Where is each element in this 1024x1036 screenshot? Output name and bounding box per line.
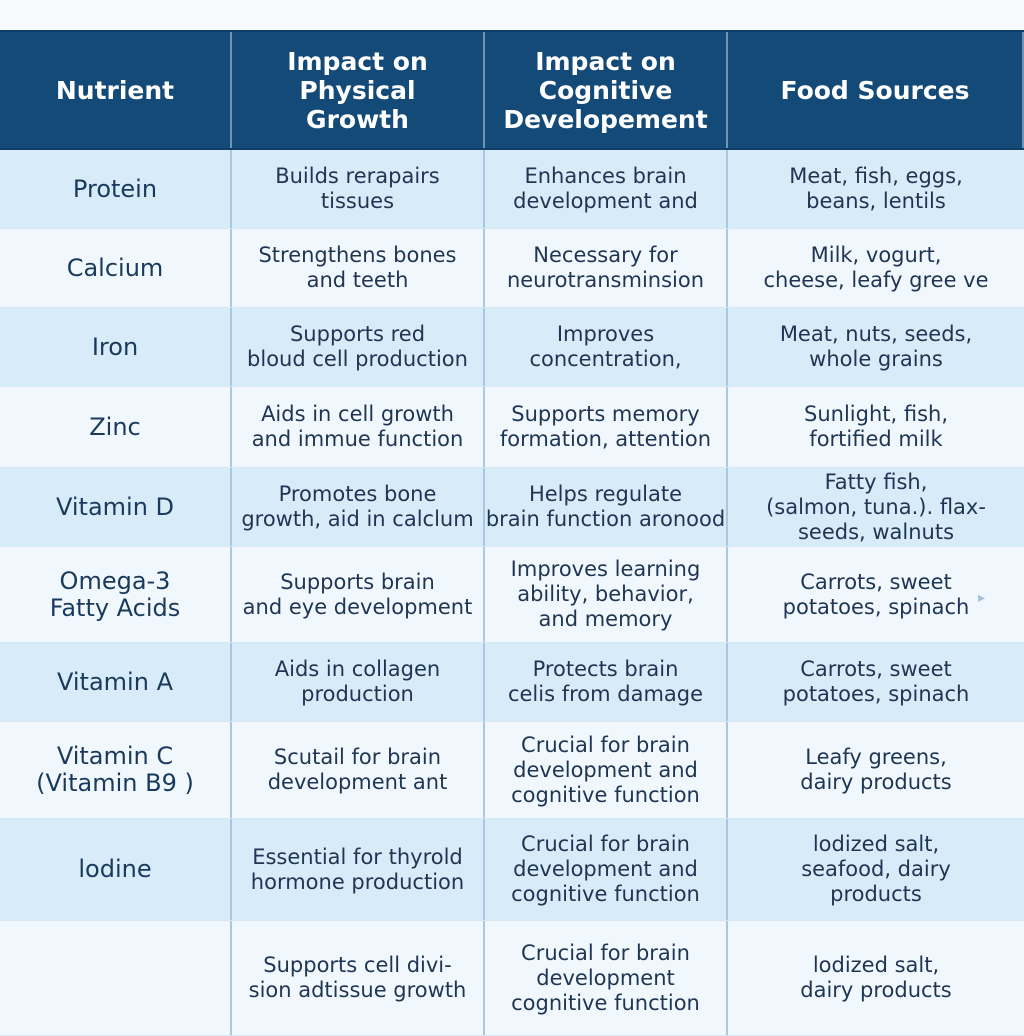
cognitive-cell: Helps regulate brain function aronood	[485, 468, 728, 546]
header-cognitive-development: Impact on Cognitive Developement	[485, 32, 728, 148]
cognitive-cell: Crucial for brain development cognitive …	[485, 921, 728, 1035]
header-physical-growth: Impact on Physical Growth	[232, 32, 485, 148]
cognitive-cell: Crucial for brain development and cognit…	[485, 819, 728, 920]
nutrient-cell: lodine	[0, 819, 232, 920]
physical-cell: Scutail for brain development ant	[232, 722, 485, 818]
nutrient-cell: Protein	[0, 150, 232, 228]
table-header: Nutrient Impact on Physical Growth Impac…	[0, 30, 1024, 150]
header-nutrient: Nutrient	[0, 32, 232, 148]
food-cell: lodized salt, dairy products	[800, 953, 952, 1002]
food-cell: Carrots, sweet potatoes, spinach	[782, 569, 970, 619]
physical-cell: Aids in collagen production	[232, 643, 485, 721]
table-row: Vitamin C (Vitamin B9 ) Scutail for brai…	[0, 722, 1024, 819]
physical-cell: Promotes bone growth, aid in calclum	[232, 468, 485, 546]
food-cell: Leafy greens, dairy products	[800, 745, 952, 794]
header-food-sources: Food Sources	[728, 32, 1024, 148]
food-cell: lodized salt, seafood, dairy products	[801, 832, 951, 906]
cognitive-cell: Improves concentration,	[485, 308, 728, 386]
nutrient-cell: Zinc	[0, 387, 232, 467]
table-row: Omega-3 Fatty Acids Supports brain and e…	[0, 547, 1024, 643]
physical-cell: Supports brain and eye development	[232, 547, 485, 642]
physical-cell: Builds rerapairs tissues	[232, 150, 485, 228]
physical-cell: Supports red bloud cell production	[232, 308, 485, 386]
table-row: Vitamin A Aids in collagen production Pr…	[0, 643, 1024, 722]
food-cell: Meat, fish, eggs, beans, lentils	[789, 164, 963, 213]
top-margin	[0, 0, 1024, 30]
cognitive-cell: Improves learning ability, behavior, and…	[485, 547, 728, 642]
physical-cell: Supports cell divi- sion adtissue growth	[232, 921, 485, 1035]
nutrient-cell: Vitamin A	[0, 643, 232, 721]
nutrient-cell: Omega-3 Fatty Acids	[0, 547, 232, 642]
nutrient-cell: Iron	[0, 308, 232, 386]
cognitive-cell: Crucial for brain development and cognit…	[485, 722, 728, 818]
physical-cell: Aids in cell growth and immue function	[232, 387, 485, 467]
nutrient-cell: Vitamin D	[0, 468, 232, 546]
food-cell: Fatty fish, (salmon, tuna.). flax- seeds…	[766, 469, 986, 544]
table-row: Supports cell divi- sion adtissue growth…	[0, 921, 1024, 1036]
cognitive-cell: Supports memory formation, attention	[485, 387, 728, 467]
food-cell: Meat, nuts, seeds, whole grains	[779, 322, 973, 371]
table-row: Protein Builds rerapairs tissues Enhance…	[0, 150, 1024, 229]
cognitive-cell: Necessary for neurotransminsion	[485, 229, 728, 307]
nutrition-table: Nutrient Impact on Physical Growth Impac…	[0, 30, 1024, 1036]
table-row: lodine Essential for thyrold hormone pro…	[0, 819, 1024, 921]
table-row: Vitamin D Promotes bone growth, aid in c…	[0, 468, 1024, 547]
food-cell: Sunlight, fish, fortified milk	[804, 402, 948, 451]
nutrient-cell: Vitamin C (Vitamin B9 )	[0, 722, 232, 818]
cognitive-cell: Enhances brain development and	[485, 150, 728, 228]
nutrient-cell	[0, 921, 232, 1035]
nutrient-cell: Calcium	[0, 229, 232, 307]
food-cell: Carrots, sweet potatoes, spinach	[782, 657, 970, 706]
cognitive-cell: Protects brain celis from damage	[485, 643, 728, 721]
physical-cell: Essential for thyrold hormone production	[232, 819, 485, 920]
table-row: Calcium Strengthens bones and teeth Nece…	[0, 229, 1024, 308]
food-cell: Milk, vogurt, cheese, leafy gree ve	[763, 243, 989, 292]
table-row: Zinc Aids in cell growth and immue funct…	[0, 387, 1024, 468]
table-row: Iron Supports red bloud cell production …	[0, 308, 1024, 387]
physical-cell: Strengthens bones and teeth	[232, 229, 485, 307]
small-arrow-icon: ▸	[978, 590, 986, 606]
